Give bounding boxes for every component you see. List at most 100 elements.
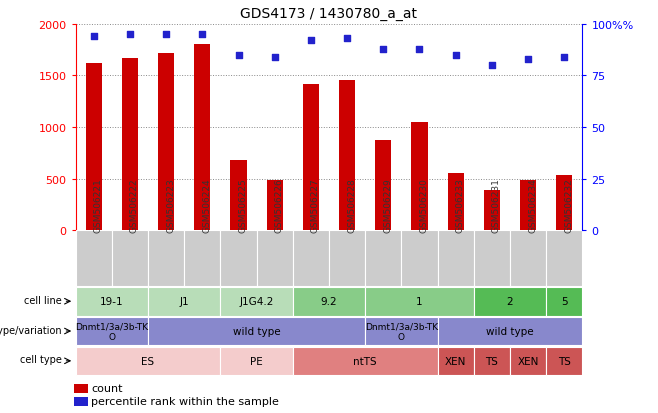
Text: GSM506225: GSM506225 — [238, 178, 247, 233]
Bar — [546, 287, 582, 316]
Bar — [266, 180, 283, 231]
Point — [88, 34, 99, 40]
Text: count: count — [91, 383, 123, 393]
Bar — [375, 140, 392, 231]
Text: 5: 5 — [561, 297, 568, 306]
Text: Dnmt1/3a/3b-TK
O: Dnmt1/3a/3b-TK O — [75, 322, 149, 341]
Text: TS: TS — [486, 356, 498, 366]
Bar — [484, 191, 500, 231]
Point — [197, 32, 207, 38]
Bar — [303, 85, 319, 231]
Bar — [74, 384, 88, 393]
Bar — [556, 175, 572, 231]
Text: Dnmt1/3a/3b-TK
O: Dnmt1/3a/3b-TK O — [365, 322, 438, 341]
Bar — [257, 231, 293, 287]
Bar — [76, 347, 220, 375]
Bar — [510, 347, 546, 375]
Bar — [546, 231, 582, 287]
Bar — [148, 317, 365, 346]
Text: percentile rank within the sample: percentile rank within the sample — [91, 396, 280, 406]
Bar — [365, 231, 401, 287]
Text: GSM506233: GSM506233 — [455, 178, 465, 233]
Bar — [76, 287, 148, 316]
Bar — [220, 287, 293, 316]
Text: GSM506231: GSM506231 — [492, 178, 501, 233]
Bar — [122, 59, 138, 231]
Text: J1G4.2: J1G4.2 — [240, 297, 274, 306]
Bar — [474, 347, 510, 375]
Point — [342, 36, 353, 43]
Point — [124, 32, 136, 38]
Bar — [293, 347, 438, 375]
Bar — [74, 397, 88, 406]
Bar — [293, 287, 365, 316]
Text: cell type: cell type — [20, 354, 62, 364]
Text: TS: TS — [558, 356, 570, 366]
Text: GSM506234: GSM506234 — [528, 178, 537, 233]
Text: XEN: XEN — [517, 356, 539, 366]
Bar — [293, 231, 329, 287]
Text: GSM506230: GSM506230 — [420, 178, 428, 233]
Bar — [365, 317, 438, 346]
Bar — [76, 317, 148, 346]
Text: GSM506226: GSM506226 — [275, 178, 284, 233]
Bar — [438, 347, 474, 375]
Text: GSM506221: GSM506221 — [93, 178, 103, 233]
Bar — [76, 231, 112, 287]
Bar — [510, 231, 546, 287]
Point — [305, 38, 316, 45]
Point — [161, 32, 171, 38]
Text: 9.2: 9.2 — [320, 297, 338, 306]
Text: GSM506229: GSM506229 — [383, 178, 392, 233]
Text: ntTS: ntTS — [353, 356, 377, 366]
Bar — [230, 161, 247, 231]
Bar — [194, 45, 211, 231]
Text: cell line: cell line — [24, 295, 62, 305]
Point — [522, 57, 533, 63]
Text: GSM506224: GSM506224 — [202, 178, 211, 233]
Point — [486, 63, 497, 69]
Bar — [158, 54, 174, 231]
Text: PE: PE — [250, 356, 263, 366]
Bar — [112, 231, 148, 287]
Bar — [447, 173, 464, 231]
Bar — [365, 287, 474, 316]
Text: genotype/variation: genotype/variation — [0, 325, 62, 335]
Point — [450, 52, 461, 59]
Text: GSM506228: GSM506228 — [347, 178, 356, 233]
Bar — [86, 64, 102, 231]
Bar — [520, 180, 536, 231]
Bar — [148, 287, 220, 316]
Bar — [184, 231, 220, 287]
Point — [233, 52, 243, 59]
Text: GSM506222: GSM506222 — [130, 178, 139, 233]
Point — [415, 46, 425, 53]
Text: 1: 1 — [416, 297, 423, 306]
Bar — [474, 287, 546, 316]
Text: GSM506223: GSM506223 — [166, 178, 175, 233]
Text: GSM506232: GSM506232 — [564, 178, 573, 233]
Bar — [411, 123, 428, 231]
Bar — [339, 81, 355, 231]
Text: wild type: wild type — [233, 326, 280, 336]
Bar — [438, 231, 474, 287]
Bar — [401, 231, 438, 287]
Text: J1: J1 — [180, 297, 189, 306]
Text: XEN: XEN — [445, 356, 467, 366]
Point — [270, 55, 280, 61]
Text: wild type: wild type — [486, 326, 534, 336]
Bar — [474, 231, 510, 287]
Text: ES: ES — [141, 356, 155, 366]
Bar — [148, 231, 184, 287]
Text: 2: 2 — [507, 297, 513, 306]
Bar — [220, 231, 257, 287]
Point — [559, 55, 570, 61]
Bar — [438, 317, 582, 346]
Title: GDS4173 / 1430780_a_at: GDS4173 / 1430780_a_at — [241, 7, 417, 21]
Bar — [329, 231, 365, 287]
Bar — [220, 347, 293, 375]
Point — [378, 46, 388, 53]
Text: 19-1: 19-1 — [100, 297, 124, 306]
Text: GSM506227: GSM506227 — [311, 178, 320, 233]
Bar — [546, 347, 582, 375]
